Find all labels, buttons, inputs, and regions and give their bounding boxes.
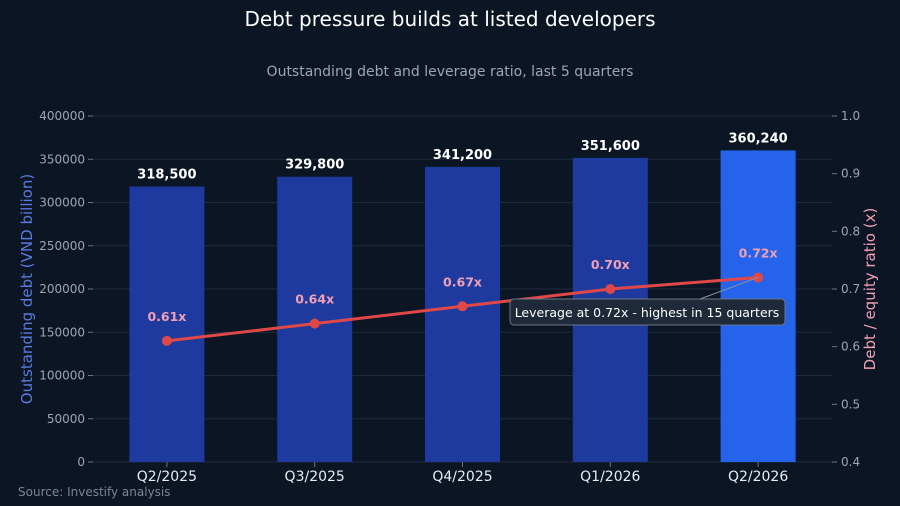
- x-tick-label: Q3/2025: [285, 469, 345, 485]
- leverage-point: [605, 284, 616, 294]
- right-tick-label: 1.0: [841, 109, 860, 123]
- chart-subtitle: Outstanding debt and leverage ratio, las…: [267, 64, 634, 80]
- bar: [129, 186, 205, 462]
- x-axis-ticks: Q2/2025 Q3/2025 Q4/2025 Q1/2026 Q2/2026: [137, 462, 788, 485]
- annotation-box: [509, 298, 786, 326]
- right-axis-ticks: 0.4 0.5 0.6 0.7 0.8 0.9 1.0: [832, 109, 860, 469]
- left-tick-label: 0: [77, 455, 85, 469]
- right-tick-label: 0.9: [841, 167, 860, 181]
- bar-value-labels: 318,500 329,800 341,200 351,600 360,240: [137, 131, 787, 182]
- right-tick-label: 0.7: [841, 282, 860, 296]
- bar-value-label: 318,500: [137, 167, 196, 182]
- x-tick-label: Q4/2025: [432, 469, 492, 485]
- annotation-pointer: [699, 276, 759, 300]
- leverage-point: [309, 318, 320, 329]
- left-tick-label: 50000: [47, 412, 85, 426]
- leverage-point: [457, 301, 468, 312]
- bar-value-label: 360,240: [728, 131, 787, 146]
- leverage-point: [161, 335, 172, 346]
- left-tick-label: 100000: [39, 369, 85, 383]
- annotation-text: Leverage at 0.72x - highest in 15 quarte…: [515, 305, 780, 320]
- source-note: Source: Investify analysis: [18, 485, 171, 499]
- chart-title: Debt pressure builds at listed developer…: [244, 7, 655, 31]
- bar-value-label: 341,200: [433, 148, 492, 163]
- x-tick-label: Q2/2025: [137, 469, 197, 485]
- bar-value-label: 329,800: [285, 158, 344, 173]
- leverage-label: 0.64x: [295, 292, 334, 307]
- annotation: Leverage at 0.72x - highest in 15 quarte…: [509, 276, 786, 326]
- leverage-line-series: 0.61x 0.64x 0.67x 0.70x 0.72x: [147, 245, 778, 346]
- left-tick-label: 250000: [39, 239, 85, 253]
- leverage-label: 0.70x: [591, 257, 630, 272]
- bar-value-label: 351,600: [581, 139, 640, 154]
- left-axis-ticks: 0 50000 100000 150000 200000 250000 300000 3500…: [39, 109, 93, 469]
- left-tick-label: 350000: [39, 152, 85, 166]
- leverage-label: 0.61x: [147, 309, 186, 324]
- leverage-label: 0.72x: [739, 245, 778, 260]
- left-tick-label: 400000: [39, 109, 85, 123]
- bar: [425, 166, 500, 462]
- right-tick-label: 0.5: [841, 397, 860, 411]
- right-axis-label: Debt / equity ratio (x): [861, 208, 879, 371]
- left-axis-label: Outstanding debt (VND billion): [18, 174, 36, 404]
- left-tick-label: 300000: [39, 196, 85, 210]
- right-tick-label: 0.6: [841, 340, 860, 354]
- leverage-label: 0.67x: [443, 274, 482, 289]
- x-tick-label: Q1/2026: [580, 469, 640, 485]
- left-tick-label: 200000: [39, 282, 85, 296]
- right-tick-label: 0.8: [841, 224, 860, 238]
- left-tick-label: 150000: [39, 325, 85, 339]
- x-tick-label: Q2/2026: [728, 469, 788, 485]
- right-tick-label: 0.4: [841, 455, 860, 469]
